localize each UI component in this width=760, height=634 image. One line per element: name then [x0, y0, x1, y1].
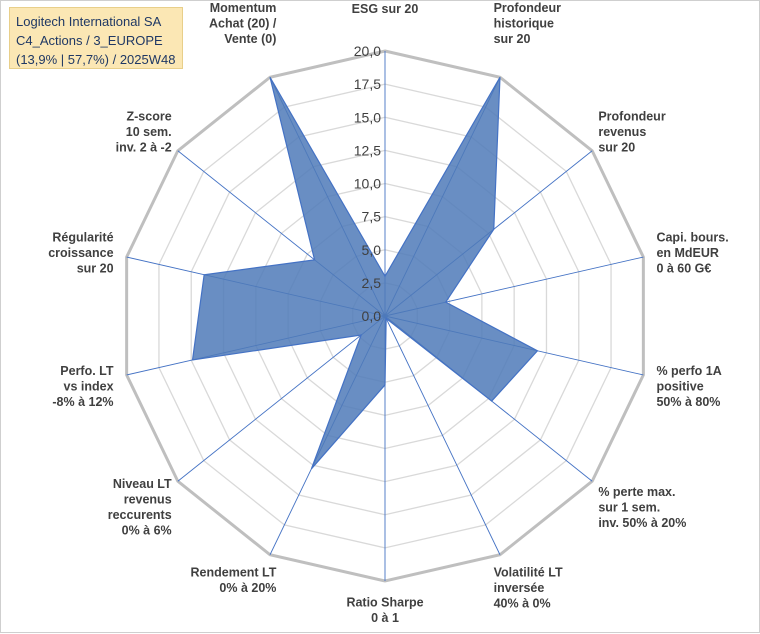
axis-label-line: Régularité — [52, 230, 113, 244]
axis-label-line: Achat (20) / — [209, 16, 277, 30]
axis-label-line: inversée — [494, 581, 545, 595]
series-area — [191, 76, 539, 470]
data-point — [310, 467, 313, 470]
axis-label-line: croissance — [48, 246, 113, 260]
axis-label-line: revenus — [124, 493, 172, 507]
axis-label-line: Perfo. LT — [60, 364, 114, 378]
axis-label-line: en MdEUR — [656, 246, 719, 260]
axis-label-line: Profondeur — [494, 1, 561, 15]
axis-label-line: historique — [494, 16, 554, 30]
tick-label: 12,5 — [354, 142, 381, 158]
radial-tick-labels: 0,0 2,5 5,0 7,5 10,0 12,5 15,0 17,5 20,0 — [354, 43, 381, 324]
tick-label: 7,5 — [362, 209, 382, 225]
data-point — [492, 228, 495, 231]
data-point — [384, 383, 387, 386]
data-point — [490, 400, 493, 403]
data-point — [269, 76, 272, 79]
axis-label-line: % perte max. — [598, 485, 675, 499]
security-period: (13,9% | 57,7%) / 2025W48 — [16, 52, 176, 67]
tick-label: 20,0 — [354, 43, 381, 59]
tick-label: 2,5 — [362, 275, 382, 291]
axis-label-line: 0% à 6% — [122, 524, 172, 538]
data-point — [360, 334, 363, 337]
axis-label-line: 0% à 20% — [219, 581, 276, 595]
axis-label-line: sur 20 — [598, 141, 635, 155]
axis-label-line: Momentum — [210, 1, 277, 15]
axis-label-11: Perfo. LT vs index-8% à 12% — [52, 364, 114, 409]
axis-label-line: Rendement LT — [191, 566, 277, 580]
data-point — [203, 273, 206, 276]
axis-label-line: Profondeur — [598, 110, 665, 124]
axis-label-line: Ratio Sharpe — [346, 596, 423, 610]
tick-label: 10,0 — [354, 176, 381, 192]
axis-label-line: 50% à 80% — [656, 395, 720, 409]
axis-spoke — [384, 315, 501, 555]
axis-label-9: Rendement LT0% à 20% — [191, 566, 277, 596]
tick-label: 5,0 — [362, 242, 382, 258]
data-point — [498, 76, 501, 79]
axis-label-line: ESG sur 20 — [352, 2, 419, 16]
axis-label-line: reccurents — [108, 508, 172, 522]
security-name: Logitech International SA — [16, 14, 162, 29]
tick-label: 0,0 — [362, 308, 382, 324]
axis-label-6: % perte max.sur 1 sem. inv. 50% à 20% — [598, 485, 686, 530]
axis-label-line: sur 20 — [494, 32, 531, 46]
axis-label-line: inv. 2 à -2 — [116, 141, 172, 155]
axis-label-line: Niveau LT — [113, 477, 172, 491]
security-info-box: Logitech International SA C4_Actions / 3… — [9, 7, 183, 69]
data-point — [384, 275, 387, 278]
axis-label-line: Vente (0) — [224, 32, 276, 46]
axis-label-line: revenus — [598, 125, 646, 139]
axis-label-line: 0 à 1 — [371, 611, 399, 625]
axis-label-line: inv. 50% à 20% — [598, 516, 686, 530]
data-point — [536, 349, 539, 352]
axis-label-line: 10 sem. — [126, 125, 172, 139]
tick-label: 15,0 — [354, 109, 381, 125]
axis-label-line: sur 20 — [77, 261, 114, 275]
data-point — [191, 358, 194, 361]
axis-label-line: % perfo 1A — [656, 364, 721, 378]
axis-label-line: vs index — [64, 380, 114, 394]
axis-spoke — [177, 315, 386, 482]
tick-label: 17,5 — [354, 76, 381, 92]
axis-label-line: 0 à 60 G€ — [656, 261, 711, 275]
axis-label-line: 40% à 0% — [494, 597, 551, 611]
axis-label-line: Z-score — [127, 110, 172, 124]
security-category: C4_Actions / 3_EUROPE — [16, 33, 163, 48]
axis-label-line: Capi. bours. — [656, 230, 728, 244]
data-point — [385, 317, 388, 320]
axis-label-line: -8% à 12% — [52, 395, 113, 409]
radar-series — [191, 76, 539, 470]
data-point — [313, 258, 316, 261]
axis-label-1: NoteESG sur 20 — [352, 2, 419, 16]
axis-label-line: Volatilité LT — [494, 566, 563, 580]
axis-label-line: sur 1 sem. — [598, 500, 660, 514]
axis-label-line: positive — [656, 380, 703, 394]
data-point — [444, 301, 447, 304]
